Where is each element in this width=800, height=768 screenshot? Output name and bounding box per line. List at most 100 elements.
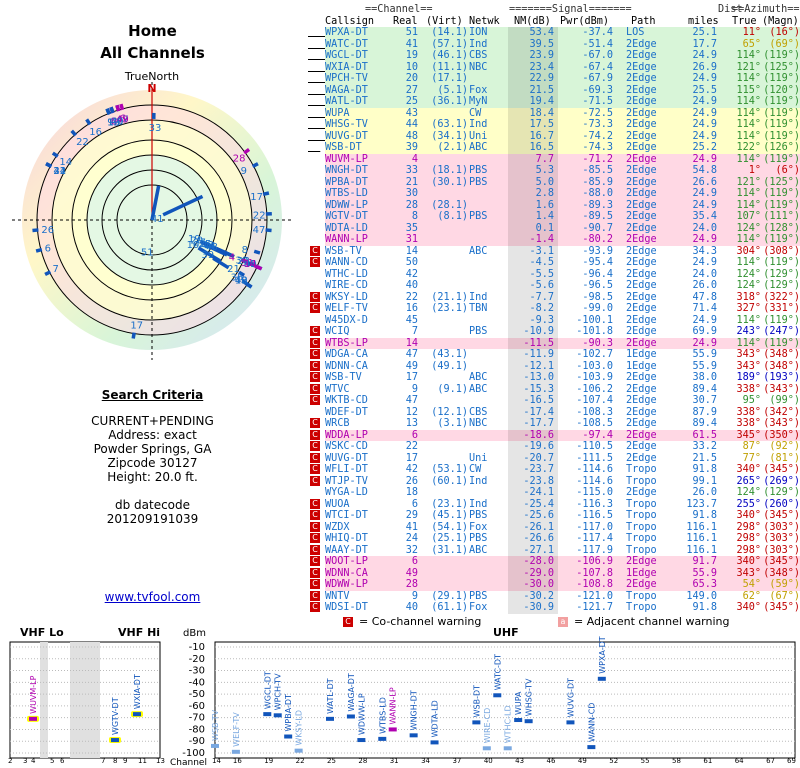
hdr-netwk[interactable]: Netwk — [469, 15, 500, 27]
table-row[interactable]: C WSB-TV 14 ABC -3.1 -93.9 2Edge 34.3 304° (308°) — [308, 245, 800, 257]
cell-callsign[interactable]: WGTV-DT — [325, 211, 368, 222]
table-row[interactable]: C WUOA 6 (23.1) Ind -25.4 -116.3 Tropo 123.7 255°… — [308, 498, 800, 510]
table-row[interactable]: WTHC-LD 42 -5.5 -96.4 2Edge 24.0 124° (129°) — [308, 268, 800, 280]
cell-callsign[interactable]: WRCB — [325, 418, 350, 429]
cell-callsign[interactable]: WTCI-DT — [325, 510, 368, 521]
table-row[interactable]: C WFLI-DT 42 (53.1) CW -23.7 -114.6 Tropo 91.8 34… — [308, 464, 800, 476]
table-row[interactable]: C WDNN-CA 49 -29.0 -107.8 1Edge 55.9 343° (348°) — [308, 567, 800, 579]
cell-callsign[interactable]: WATC-DT — [325, 38, 368, 50]
cell-callsign[interactable]: WKSY-LD — [325, 291, 368, 303]
cell-callsign[interactable]: WIRE-CD — [325, 280, 368, 291]
table-row[interactable]: WUPA 43 CW 18.4 -72.5 2Edge 24.9 114° (119°) — [308, 107, 800, 119]
table-row[interactable]: C WRCB 13 (3.1) NBC -17.7 -108.5 2Edge 89.4 338°(… — [308, 418, 800, 430]
table-row[interactable]: WPBA-DT 21 (30.1) PBS 5.0 -85.9 2Edge 26.6 121°(… — [308, 176, 800, 188]
table-row[interactable]: WHSG-TV 44 (63.1) Ind 17.5 -73.3 2Edge 24.9 114°… — [308, 119, 800, 131]
cell-callsign[interactable]: WPBA-DT — [325, 176, 368, 188]
cell-callsign[interactable]: WDGA-CA — [325, 349, 368, 360]
hdr-callsign[interactable]: Callsign — [325, 15, 375, 27]
cell-callsign[interactable]: WHIQ-DT — [325, 533, 368, 544]
table-row[interactable]: C WNTV 9 (29.1) PBS -30.2 -121.0 Tropo 149.0 62° (… — [308, 590, 800, 602]
cell-callsign[interactable]: WTBS-LD — [325, 188, 368, 199]
cell-callsign[interactable]: WDNN-CA — [325, 360, 368, 372]
table-row[interactable]: C WDGA-CA 47 (43.1) -11.9 -102.7 1Edge 55.9 343°… — [308, 349, 800, 361]
cell-callsign[interactable]: WDWW-LP — [325, 579, 368, 590]
cell-callsign[interactable]: WKTB-CD — [325, 395, 368, 406]
cell-callsign[interactable]: W45DX-D — [325, 314, 368, 326]
table-row[interactable]: WUVG-DT 48 (34.1) Uni 16.7 -74.2 2Edge 24.9 114°… — [308, 130, 800, 142]
table-row[interactable]: C WDDA-LP 6 -18.6 -97.4 2Edge 61.5 345° (350°) — [308, 429, 800, 441]
cell-callsign[interactable]: WUOA — [325, 498, 350, 510]
cell-callsign[interactable]: WAGA-DT — [325, 84, 368, 96]
table-row[interactable]: C WAAY-DT 32 (31.1) ABC -27.1 -117.9 Tropo 116.1… — [308, 544, 800, 556]
cell-callsign[interactable]: WSB-TV — [325, 245, 362, 257]
hdr-true[interactable]: True — [732, 15, 757, 27]
cell-callsign[interactable]: WDEF-DT — [325, 406, 368, 418]
table-row[interactable]: WNGH-DT 33 (18.1) PBS 5.3 -85.5 2Edge 54.8 1° (6°… — [308, 165, 800, 177]
cell-callsign[interactable]: WZDX — [325, 521, 350, 533]
hdr-path[interactable]: Path — [631, 15, 656, 27]
cell-callsign[interactable]: WNGH-DT — [325, 165, 368, 176]
cell-callsign[interactable]: WDWW-LP — [325, 199, 368, 211]
table-row[interactable]: C WELF-TV 16 (23.1) TBN -8.2 -99.0 2Edge 71.4 327… — [308, 303, 800, 315]
cell-callsign[interactable]: WTHC-LD — [325, 268, 368, 280]
table-row[interactable]: C WTBS-LP 14 -11.5 -90.3 2Edge 24.9 114° (119°) — [308, 337, 800, 349]
cell-callsign[interactable]: WXIA-DT — [325, 61, 368, 73]
website-link[interactable]: www.tvfool.com — [104, 590, 201, 604]
cell-callsign[interactable]: WSB-TV — [325, 372, 362, 383]
table-row[interactable]: C WKSY-LD 22 (21.1) Ind -7.7 -98.5 2Edge 47.8 318… — [308, 291, 800, 303]
table-row[interactable]: C WDNN-CA 49 (49.1) -12.1 -103.0 1Edge 55.9 343°… — [308, 360, 800, 372]
table-row[interactable]: WTBS-LD 30 2.8 -88.0 2Edge 24.9 114° (119°) — [308, 188, 800, 200]
table-row[interactable]: C WSKC-CD 22 -19.6 -110.5 2Edge 33.2 87° (92°) — [308, 441, 800, 453]
table-row[interactable]: C WSB-TV 17 ABC -13.0 -103.9 2Edge 38.0 189° (193… — [308, 372, 800, 384]
cell-callsign[interactable]: WAAY-DT — [325, 544, 368, 556]
cell-callsign[interactable]: WDSI-DT — [325, 602, 368, 613]
table-row[interactable]: C WTJP-TV 26 (60.1) Ind -23.8 -114.6 Tropo 99.1 2… — [308, 475, 800, 487]
cell-callsign[interactable]: WNTV — [325, 590, 350, 602]
cell-callsign[interactable]: WSB-DT — [325, 142, 362, 153]
cell-callsign[interactable]: WPCH-TV — [325, 73, 368, 84]
cell-callsign[interactable]: WELF-TV — [325, 303, 368, 314]
table-row[interactable]: WDTA-LD 35 0.1 -90.7 2Edge 24.0 124° (128°) — [308, 222, 800, 234]
cell-callsign[interactable]: WYGA-LD — [325, 487, 368, 498]
table-row[interactable]: C WDWW-LP 28 -30.0 -108.8 2Edge 65.3 54° (59°) — [308, 579, 800, 591]
hdr-nm[interactable]: NM(dB) — [514, 15, 551, 27]
table-row[interactable]: WXIA-DT 10 (11.1) NBC 23.4 -67.4 2Edge 26.9 121°… — [308, 61, 800, 73]
cell-callsign[interactable]: WTBS-LP — [325, 337, 368, 349]
table-row[interactable]: WIRE-CD 40 -5.6 -96.5 2Edge 26.0 124° (129°) — [308, 280, 800, 292]
table-row[interactable]: WDWW-LP 28 (28.1) 1.6 -89.3 2Edge 24.9 114° (119… — [308, 199, 800, 211]
table-row[interactable]: C WZDX 41 (54.1) Fox -26.1 -117.0 Tropo 116.1 298… — [308, 521, 800, 533]
cell-callsign[interactable]: WUVM-LP — [325, 153, 368, 165]
table-row[interactable]: C WOOT-LP 6 -28.0 -106.9 2Edge 91.7 340° (345°) — [308, 556, 800, 568]
table-row[interactable]: C WHIQ-DT 24 (25.1) PBS -26.6 -117.4 Tropo 116.1… — [308, 533, 800, 545]
hdr-pwr[interactable]: Pwr(dBm) — [560, 15, 610, 27]
table-row[interactable]: WSB-DT 39 (2.1) ABC 16.5 -74.3 2Edge 25.2 122° (1… — [308, 142, 800, 154]
table-row[interactable]: WPXA-DT 51 (14.1) ION 53.4 -37.4 LOS 25.1 11° (16… — [308, 27, 800, 39]
hdr-real[interactable]: Real — [393, 15, 418, 27]
cell-callsign[interactable]: WTVC — [325, 383, 350, 395]
cell-callsign[interactable]: WDNN-CA — [325, 567, 368, 579]
table-row[interactable]: WPCH-TV 20 (17.1) 22.9 -67.9 2Edge 24.9 114° (11… — [308, 73, 800, 85]
table-row[interactable]: C WKTB-CD 47 -16.5 -107.4 2Edge 30.7 95° (99°) — [308, 395, 800, 407]
table-row[interactable]: C WDSI-DT 40 (61.1) Fox -30.9 -121.7 Tropo 91.8 3… — [308, 602, 800, 614]
table-row[interactable]: C WUVG-DT 17 Uni -20.7 -111.5 2Edge 21.5 77° (81°… — [308, 452, 800, 464]
table-row[interactable]: WATC-DT 41 (57.1) Ind 39.5 -51.4 2Edge 17.7 65° (… — [308, 38, 800, 50]
table-row[interactable]: C WCIQ 7 PBS -10.9 -101.8 2Edge 69.9 243° (247°) — [308, 326, 800, 338]
cell-callsign[interactable]: WDDA-LP — [325, 429, 368, 441]
table-row[interactable]: W45DX-D 45 -9.3 -100.1 2Edge 24.9 114° (119°) — [308, 314, 800, 326]
table-row[interactable]: C WTVC 9 (9.1) ABC -15.3 -106.2 2Edge 89.4 338° (3… — [308, 383, 800, 395]
cell-callsign[interactable]: WOOT-LP — [325, 556, 368, 567]
cell-callsign[interactable]: WATL-DT — [325, 96, 368, 107]
cell-callsign[interactable]: WUVG-DT — [325, 452, 368, 464]
table-row[interactable]: WGTV-DT 8 (8.1) PBS 1.4 -89.5 2Edge 35.4 107° (11… — [308, 211, 800, 223]
cell-callsign[interactable]: WGCL-DT — [325, 50, 368, 61]
table-row[interactable]: C WTCI-DT 29 (45.1) PBS -25.6 -116.5 Tropo 91.8 3… — [308, 510, 800, 522]
table-row[interactable]: WANN-LP 31 -1.4 -80.2 2Edge 24.9 114° (119°) — [308, 234, 800, 246]
table-row[interactable]: WDEF-DT 12 (12.1) CBS -17.4 -108.3 2Edge 87.9 33… — [308, 406, 800, 418]
cell-callsign[interactable]: WFLI-DT — [325, 464, 368, 475]
cell-callsign[interactable]: WUVG-DT — [325, 130, 368, 142]
table-row[interactable]: WATL-DT 25 (36.1) MyN 19.4 -71.5 2Edge 24.9 114°… — [308, 96, 800, 108]
cell-callsign[interactable]: WUPA — [325, 107, 350, 119]
table-row[interactable]: WYGA-LD 18 -24.1 -115.0 2Edge 26.0 124° (129°) — [308, 487, 800, 499]
table-row[interactable]: WUVM-LP 4 7.7 -71.2 2Edge 24.9 114° (119°) — [308, 153, 800, 165]
cell-callsign[interactable]: WANN-LP — [325, 234, 368, 245]
